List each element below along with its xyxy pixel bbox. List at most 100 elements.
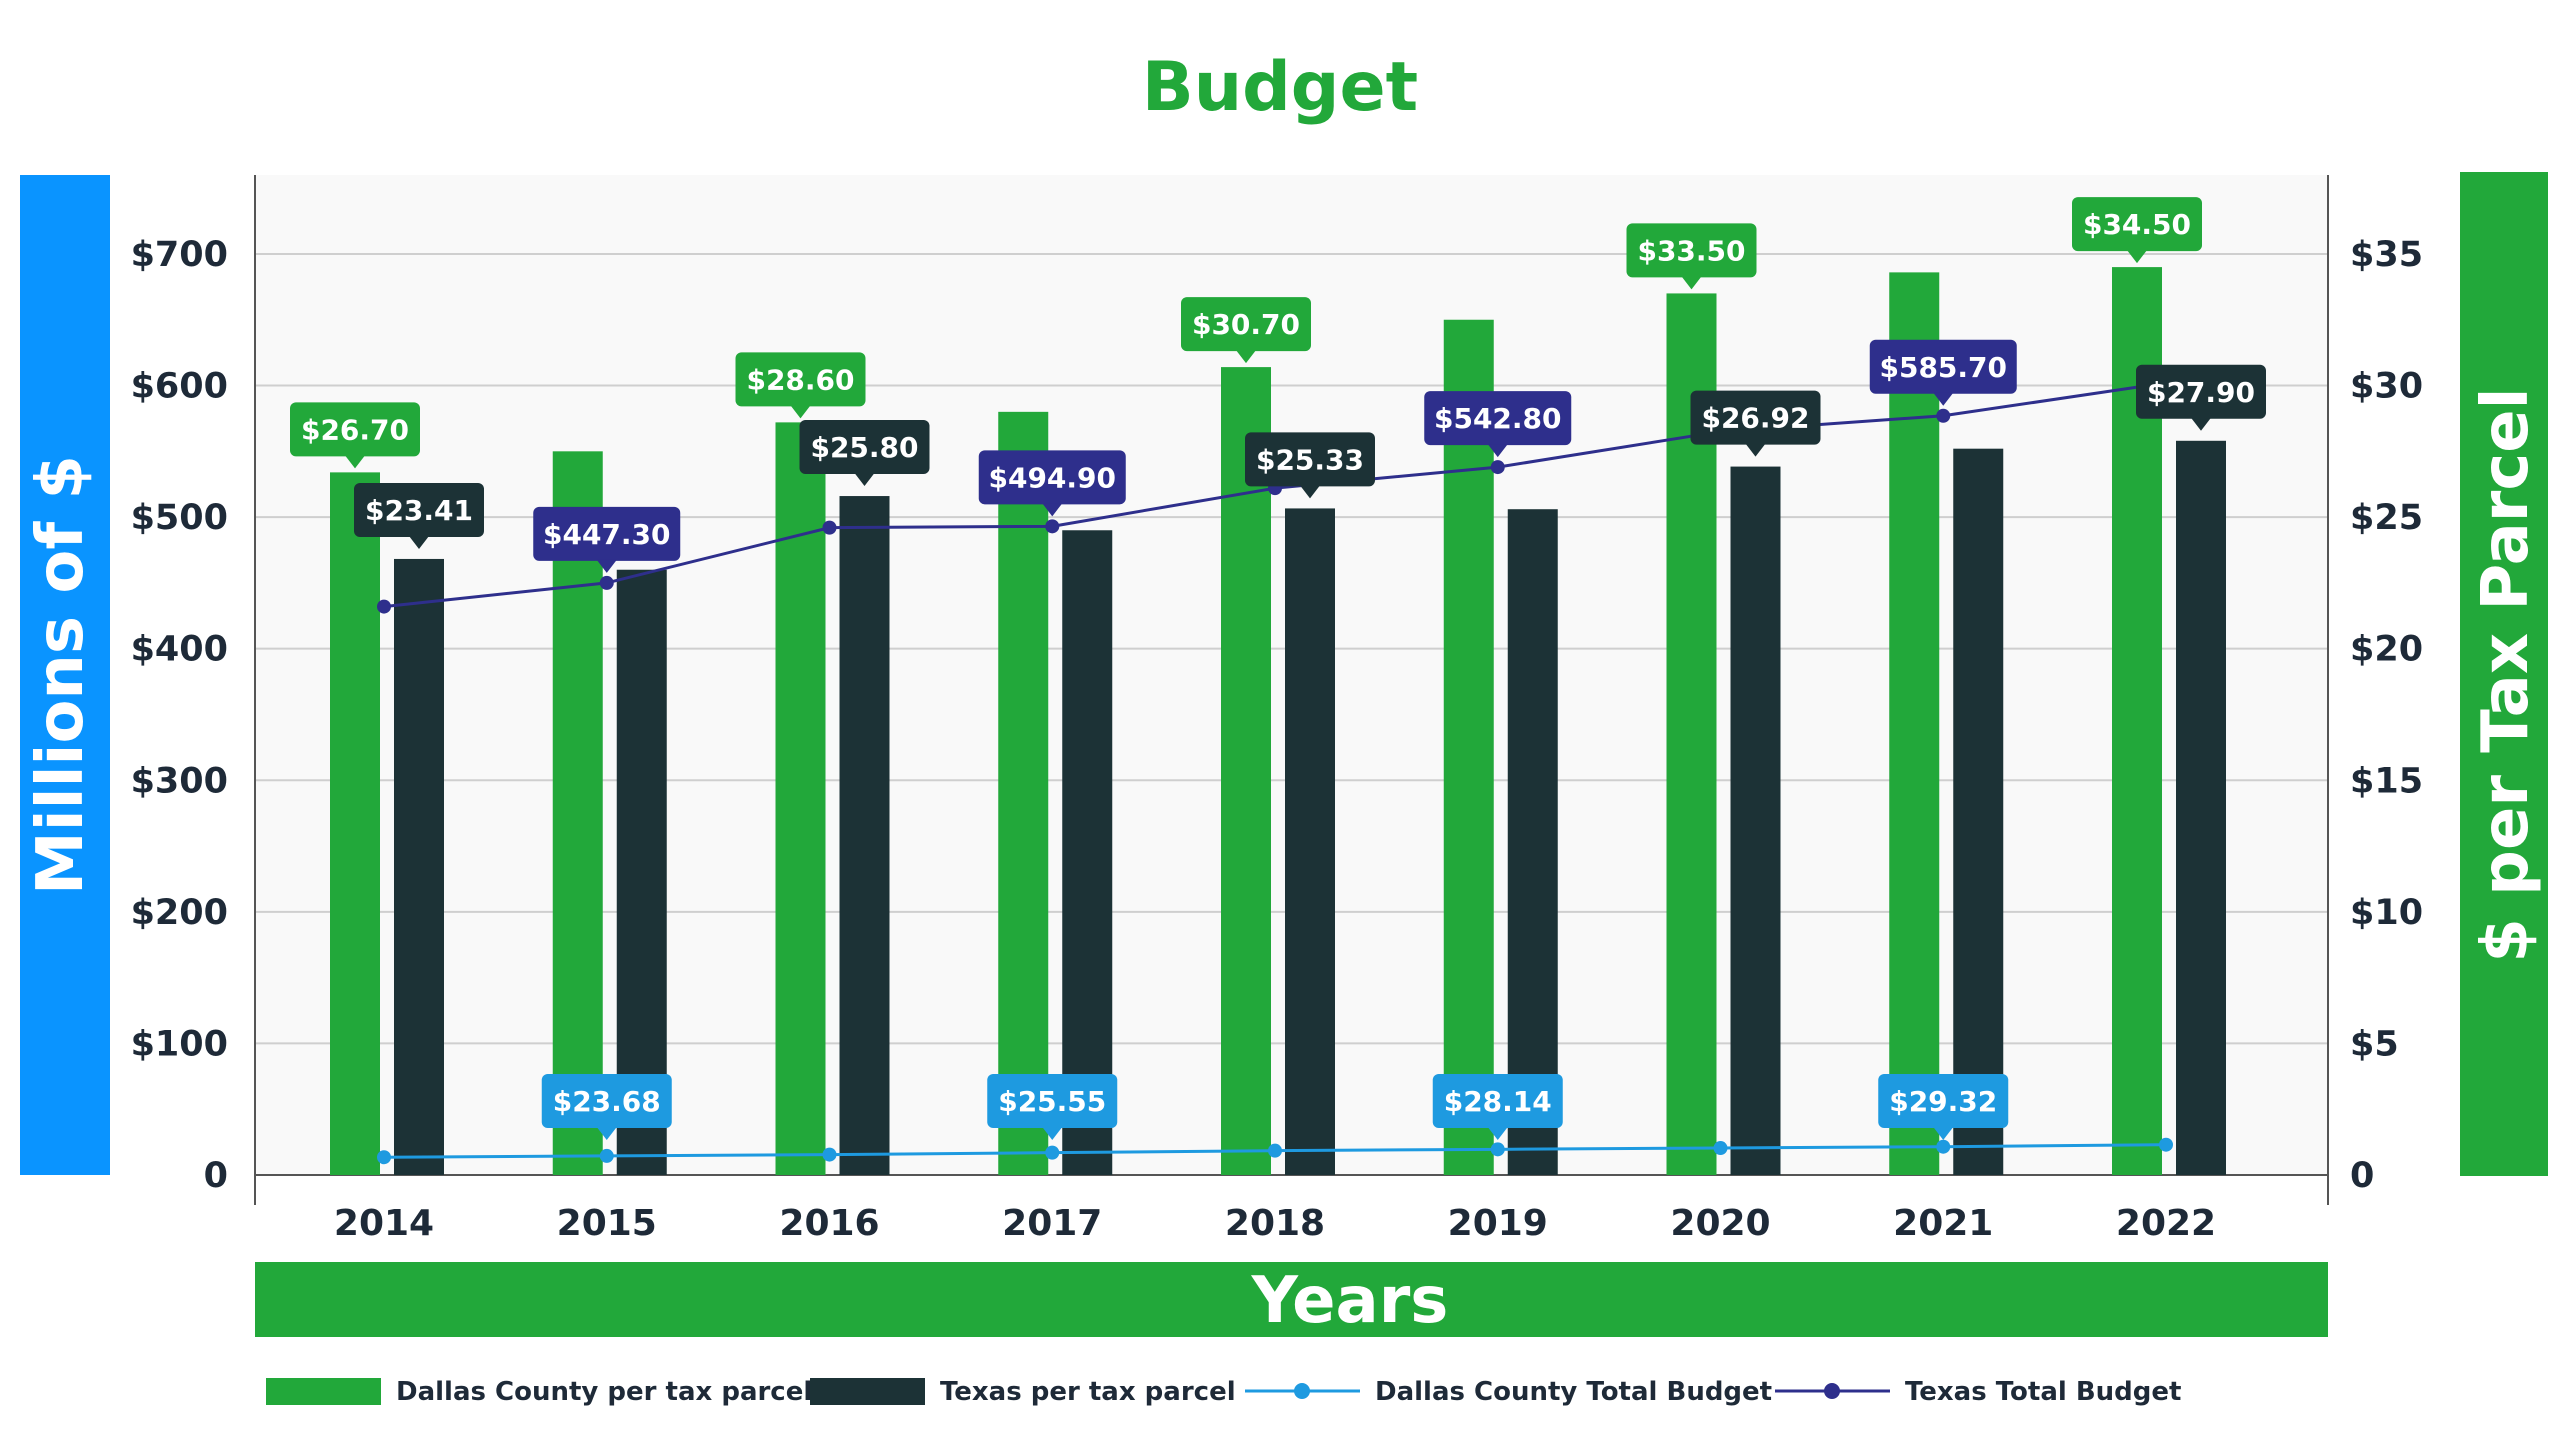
texas-total-point [1045, 519, 1060, 534]
svg-text:$28.14: $28.14 [1444, 1085, 1552, 1118]
texas-parcel-label: $27.90 [2136, 364, 2266, 431]
dallas-parcel-bar [1889, 272, 1940, 1175]
svg-text:$542.80: $542.80 [1434, 402, 1562, 435]
svg-text:Dallas County Total Budget: Dallas County Total Budget [1375, 1377, 1772, 1407]
svg-text:$26.70: $26.70 [301, 413, 409, 446]
texas-total-point [822, 520, 837, 535]
texas-parcel-bar [839, 496, 890, 1176]
dallas-total-point [822, 1147, 837, 1162]
dallas-parcel-label: $26.70 [290, 402, 420, 469]
right-tick-label: $15 [2350, 761, 2423, 801]
svg-text:$27.90: $27.90 [2147, 376, 2255, 409]
svg-text:$29.32: $29.32 [1889, 1085, 1997, 1118]
x-axis-ticks: 2014 2015 2016 2017 2018 2019 2020 2021 2022 [334, 1203, 2216, 1244]
right-tick-label: $10 [2350, 893, 2423, 933]
x-axis-panel [255, 1262, 2328, 1337]
texas-parcel-label: $23.41 [354, 482, 484, 549]
dallas-total-point [1045, 1145, 1060, 1160]
dallas-parcel-bar [775, 422, 826, 1175]
x-axis-title: Years [1251, 1264, 1449, 1338]
x-tick-label: 2014 [334, 1203, 434, 1244]
svg-text:$494.90: $494.90 [988, 461, 1116, 494]
data-labels: $26.70 $28.60 $30.70 $33.50 $34.50 $23.41 $25.… [290, 197, 2266, 1140]
dallas-parcel-bar [1443, 319, 1494, 1176]
x-tick-label: 2019 [1448, 1203, 1548, 1244]
texas-parcel-bar [1285, 508, 1335, 1176]
svg-text:$26.92: $26.92 [1701, 402, 1809, 435]
texas-parcel-bar [1953, 448, 2004, 1175]
right-tick-label: $5 [2350, 1024, 2399, 1064]
svg-text:$33.50: $33.50 [1637, 234, 1745, 267]
right-axis-ticks: 0 $5 $10 $15 $20 $25 $30 $35 [2350, 235, 2423, 1196]
dallas-total-label: $29.32 [1878, 1074, 2009, 1140]
dallas-total-point [2159, 1137, 2173, 1152]
texas-parcel-bar [2176, 440, 2226, 1176]
dallas-parcel-label: $30.70 [1181, 297, 1311, 364]
svg-text:Dallas County per tax parcel: Dallas County per tax parcel [396, 1377, 812, 1407]
legend: Dallas County per tax parcel Texas per ta… [266, 1377, 2181, 1407]
texas-total-label: $585.70 [1869, 339, 2017, 406]
svg-text:Texas per tax parcel: Texas per tax parcel [940, 1377, 1236, 1407]
legend-item: Texas Total Budget [1775, 1377, 2181, 1407]
texas-parcel-bar [394, 558, 444, 1175]
x-tick-label: 2016 [779, 1203, 879, 1244]
svg-text:$30.70: $30.70 [1192, 308, 1300, 341]
dallas-total-point [599, 1148, 614, 1163]
dallas-parcel-bar [330, 472, 380, 1175]
svg-text:$34.50: $34.50 [2083, 208, 2191, 241]
right-tick-label: $35 [2350, 235, 2423, 275]
left-tick-label: 0 [204, 1156, 228, 1196]
x-tick-label: 2022 [2116, 1203, 2216, 1244]
dallas-parcel-label: $34.50 [2072, 197, 2202, 264]
bars [330, 267, 2226, 1176]
svg-text:Texas Total Budget: Texas Total Budget [1905, 1377, 2181, 1407]
left-axis-ticks: 0 $100 $200 $300 $400 $500 $600 $700 [131, 235, 228, 1196]
texas-total-point [1936, 408, 1951, 423]
right-axis-panel [2460, 172, 2548, 1176]
legend-item: Dallas County per tax parcel [266, 1377, 812, 1407]
texas-parcel-bar [1507, 509, 1558, 1175]
right-axis-title: $ per Tax Parcel [2469, 387, 2543, 962]
dallas-parcel-bar [998, 411, 1049, 1175]
texas-parcel-label: $26.92 [1690, 390, 1821, 457]
texas-total-point [377, 599, 391, 614]
left-tick-label: $300 [131, 761, 228, 801]
dallas-total-point [1490, 1142, 1505, 1157]
dallas-parcel-label: $33.50 [1626, 223, 1757, 290]
dallas-total-label: $23.68 [541, 1074, 672, 1140]
texas-total-point [599, 575, 614, 590]
texas-parcel-bar [1730, 466, 1781, 1175]
x-tick-label: 2018 [1225, 1203, 1325, 1244]
texas-parcel-bar [1062, 530, 1113, 1175]
dallas-parcel-bar [552, 451, 603, 1175]
svg-text:$23.68: $23.68 [553, 1085, 661, 1118]
x-tick-label: 2015 [557, 1203, 657, 1244]
dallas-total-point [1713, 1141, 1728, 1156]
right-tick-label: $20 [2350, 630, 2423, 670]
lines [377, 375, 2173, 1165]
left-tick-label: $700 [131, 235, 228, 275]
texas-total-point [1490, 460, 1505, 475]
svg-text:$25.80: $25.80 [810, 431, 918, 464]
svg-text:$23.41: $23.41 [365, 494, 473, 527]
left-axis-title: Millions of $ [24, 455, 98, 895]
svg-text:$585.70: $585.70 [1879, 351, 2007, 384]
texas-total-label: $494.90 [978, 450, 1126, 517]
dallas-total-point [1936, 1139, 1951, 1154]
left-tick-label: $600 [131, 367, 228, 407]
svg-text:$25.33: $25.33 [1256, 443, 1364, 476]
dallas-parcel-bar [1221, 367, 1271, 1176]
texas-parcel-label: $25.33 [1245, 432, 1375, 499]
dallas-total-point [1268, 1143, 1282, 1158]
dallas-total-label: $28.14 [1432, 1074, 1563, 1140]
right-tick-label: $30 [2350, 367, 2423, 407]
x-tick-label: 2020 [1670, 1203, 1770, 1244]
svg-text:$447.30: $447.30 [543, 518, 671, 551]
legend-item: Dallas County Total Budget [1245, 1377, 1772, 1407]
texas-parcel-label: $25.80 [799, 420, 930, 487]
right-tick-label: 0 [2350, 1156, 2374, 1196]
x-tick-label: 2017 [1002, 1203, 1102, 1244]
left-tick-label: $500 [131, 498, 228, 538]
chart-title: Budget [1142, 48, 1418, 127]
